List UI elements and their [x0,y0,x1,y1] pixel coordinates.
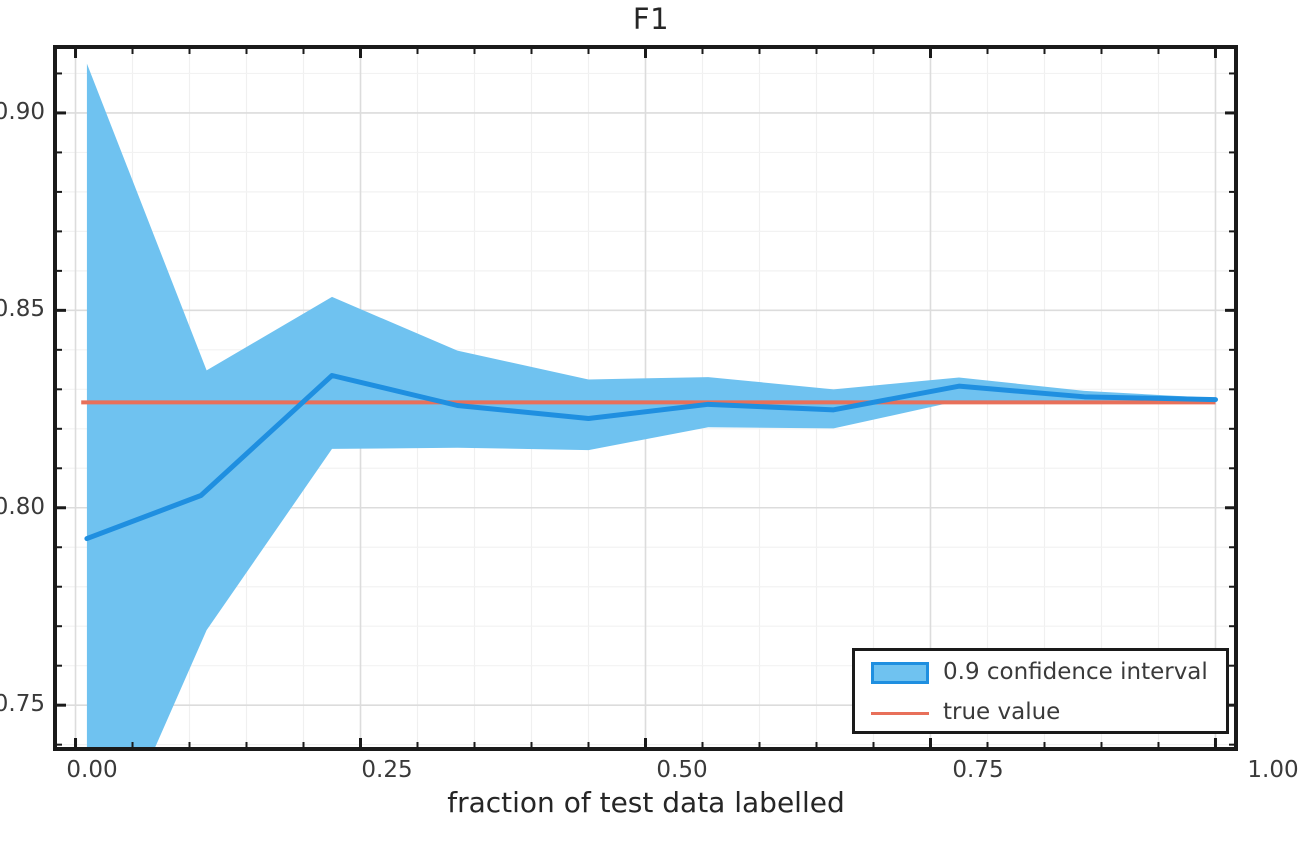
legend-item-confidence-interval[interactable]: 0.9 confidence interval [855,653,1226,693]
xtick-label-025: 0.25 [361,757,413,783]
ytick-label-085: 0.85 [0,296,45,322]
ytick-label-075: 0.75 [0,691,45,717]
xtick-label-100: 1.00 [1247,757,1299,783]
ytick-label-090: 0.90 [0,99,45,125]
legend-item-true-value[interactable]: true value [855,693,1226,733]
xtick-label-050: 0.50 [656,757,708,783]
xtick-label-075: 0.75 [952,757,1004,783]
page-title: F1 [632,2,670,36]
ytick-label-080: 0.80 [0,494,45,520]
legend-swatch-band-icon [871,662,929,684]
xtick-label-000: 0.00 [66,757,118,783]
mean-estimate-line [84,372,1218,542]
x-axis-label: fraction of test data labelled [447,786,845,819]
confidence-interval-band [86,63,1216,749]
legend-label-confidence-interval: 0.9 confidence interval [943,659,1208,685]
plot-border [53,45,1238,751]
chart-legend[interactable]: 0.9 confidence interval true value [852,648,1229,734]
legend-swatch-line-icon [871,712,929,715]
legend-label-true-value: true value [943,699,1061,725]
